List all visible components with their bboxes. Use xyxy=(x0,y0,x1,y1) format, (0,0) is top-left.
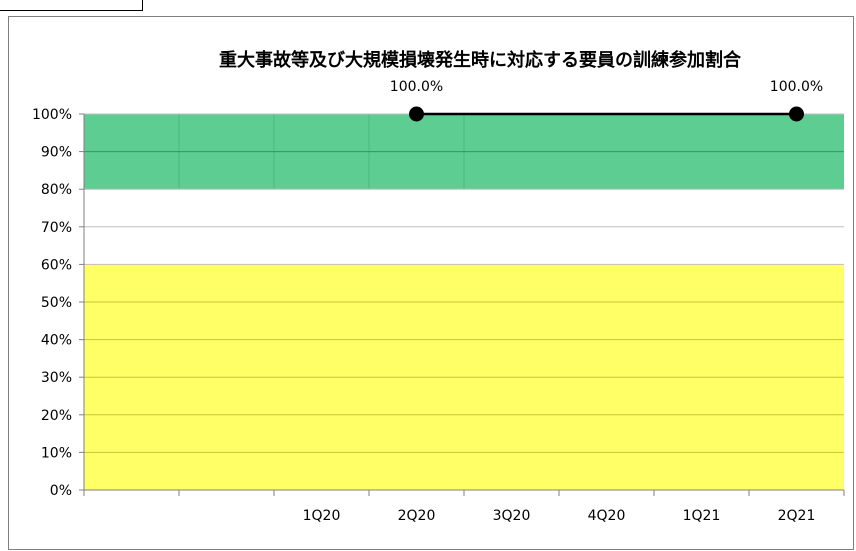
chart-title: 重大事故等及び大規模損壊発生時に対応する要員の訓練参加割合 xyxy=(219,49,742,71)
y-tick-label: 70% xyxy=(41,220,72,236)
y-tick-label: 10% xyxy=(41,445,72,461)
y-tick-label: 0% xyxy=(50,483,72,499)
gridlines xyxy=(84,113,844,453)
x-tick-label: 2Q21 xyxy=(778,508,816,524)
x-tick-label: 4Q20 xyxy=(588,508,626,524)
data-point xyxy=(409,106,424,122)
data-point xyxy=(789,106,804,122)
x-tick-label: 3Q20 xyxy=(493,508,531,524)
x-tick-label: 1Q20 xyxy=(303,508,341,524)
y-tick-label: 90% xyxy=(41,145,72,161)
y-tick-label: 30% xyxy=(41,370,72,386)
y-tick-label: 60% xyxy=(41,257,72,273)
y-tick-label: 40% xyxy=(41,333,72,349)
y-tick-labels: 0% 10% 20% 30% 40% 50% 60% 70% 80% 90% 100% xyxy=(32,107,84,499)
x-tick-labels: 1Q20 2Q20 3Q20 4Q20 1Q21 2Q21 xyxy=(83,490,845,524)
series-layer: 100.0% 100.0% xyxy=(390,79,823,122)
y-tick-label: 80% xyxy=(41,182,72,198)
y-tick-label: 20% xyxy=(41,408,72,424)
y-tick-label: 100% xyxy=(32,107,72,123)
x-tick-label: 2Q20 xyxy=(398,508,436,524)
data-label: 100.0% xyxy=(770,79,823,95)
x-tick-label: 1Q21 xyxy=(683,508,721,524)
sheet-tab-label xyxy=(0,0,143,11)
data-label: 100.0% xyxy=(390,79,443,95)
y-tick-label: 50% xyxy=(41,295,72,311)
